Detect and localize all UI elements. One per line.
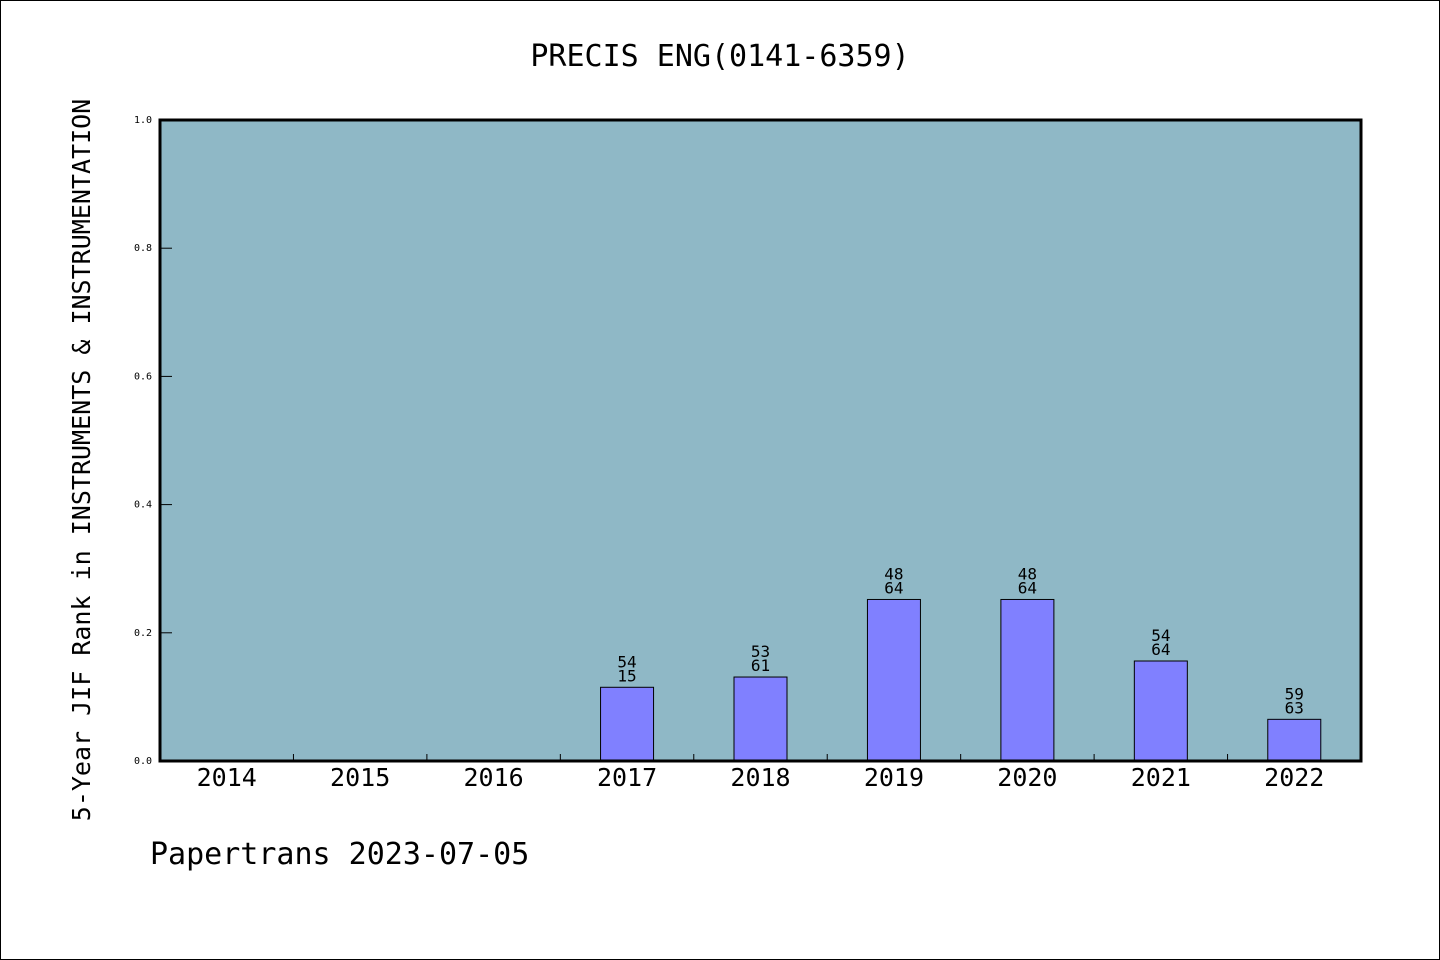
x-tick-label: 2022 [1264,763,1324,792]
data-label-bottom: 64 [1151,640,1170,659]
data-label-bottom: 63 [1285,698,1304,717]
chart-title: PRECIS ENG(0141-6359) [530,39,909,74]
y-tick-label: 0.2 [134,628,152,639]
bar-2019 [866,598,921,762]
x-tick-label: 2017 [597,763,657,792]
y-tick-label: 0.0 [134,756,152,767]
x-tick-label: 2014 [197,763,257,792]
x-tick-label: 2018 [730,763,790,792]
bar-2021 [1133,660,1188,762]
data-label-bottom: 64 [884,578,903,597]
x-tick-label: 2015 [330,763,390,792]
data-label-top: 48 [884,564,903,583]
y-tick-label: 0.6 [134,371,152,382]
plot-area [160,120,1361,761]
y-tick-label: 0.8 [134,243,152,254]
bar-2020 [1000,598,1055,762]
footer-text: Papertrans 2023-07-05 [150,837,529,872]
data-label-bottom: 61 [751,656,770,675]
data-label-bottom: 64 [1018,578,1037,597]
x-tick-label: 2019 [864,763,924,792]
data-label-bottom: 15 [617,666,636,685]
data-label-top: 59 [1285,684,1304,703]
x-tick-label: 2016 [464,763,524,792]
x-tick-label: 2020 [997,763,1057,792]
plot-border [158,118,1363,763]
y-axis-title: 5-Year JIF Rank in INSTRUMENTS & INSTRUM… [67,99,96,821]
bar-2017 [600,686,655,762]
bar-2022 [1267,718,1322,762]
y-tick-label: 1.0 [134,115,152,126]
data-label-top: 54 [1151,626,1170,645]
x-tick-label: 2021 [1131,763,1191,792]
bar-2018 [733,676,788,762]
data-label-top: 53 [751,642,770,661]
data-label-top: 48 [1018,564,1037,583]
y-tick-label: 0.4 [134,500,152,511]
data-label-top: 54 [617,652,636,671]
